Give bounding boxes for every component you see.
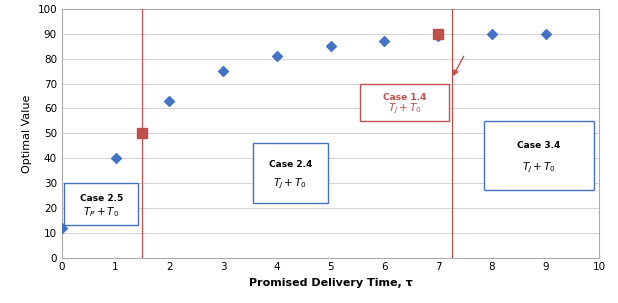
Text: $T_P+T_0$: $T_P+T_0$: [83, 205, 119, 219]
FancyBboxPatch shape: [64, 183, 138, 225]
Point: [272, 54, 282, 59]
Point: [164, 98, 174, 103]
Text: Case 1.4: Case 1.4: [383, 92, 426, 102]
Y-axis label: Optimal Value: Optimal Value: [22, 94, 32, 172]
Point: [111, 156, 121, 161]
Point: [138, 131, 148, 136]
Point: [433, 32, 443, 36]
Text: $T_J+T_0$: $T_J+T_0$: [387, 102, 421, 116]
Point: [57, 225, 67, 230]
Point: [541, 32, 551, 36]
Text: $T_J+T_0$: $T_J+T_0$: [273, 177, 307, 191]
Text: Case 2.4: Case 2.4: [269, 160, 312, 169]
FancyBboxPatch shape: [360, 84, 449, 121]
Point: [487, 32, 497, 36]
Point: [433, 34, 443, 39]
Point: [379, 39, 389, 44]
Text: Case 3.4: Case 3.4: [517, 142, 561, 151]
Text: Case 2.5: Case 2.5: [80, 194, 123, 203]
FancyBboxPatch shape: [253, 143, 328, 203]
X-axis label: Promised Delivery Time, τ: Promised Delivery Time, τ: [249, 278, 412, 288]
Point: [326, 44, 336, 49]
Point: [218, 69, 228, 74]
Text: $T_J+T_0$: $T_J+T_0$: [522, 161, 556, 175]
FancyBboxPatch shape: [484, 121, 594, 191]
